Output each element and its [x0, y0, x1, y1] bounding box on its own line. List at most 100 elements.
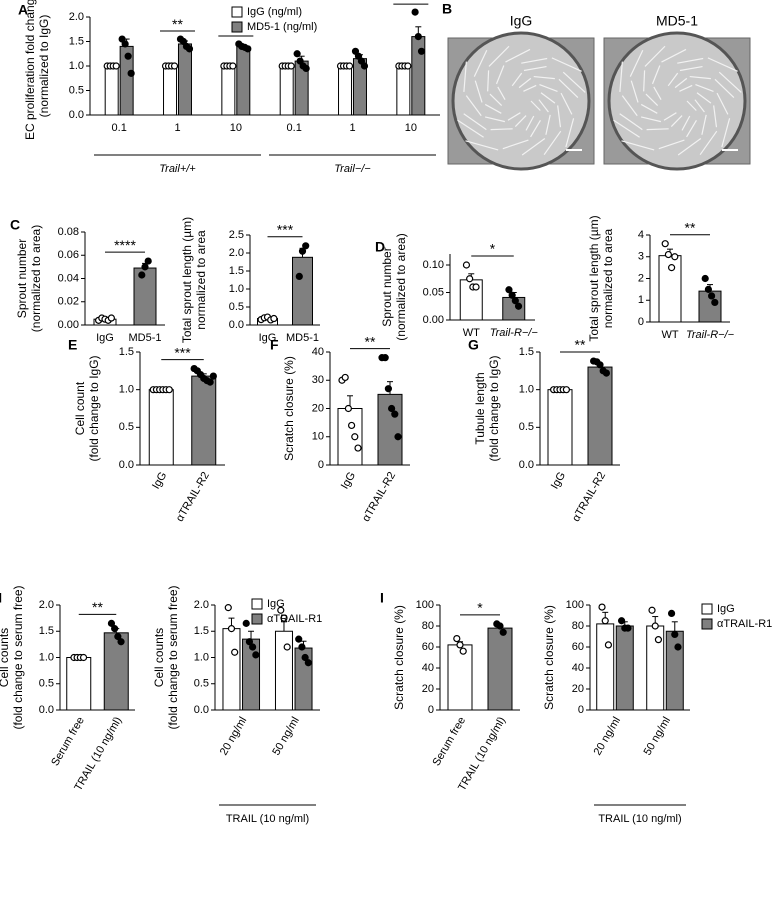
y-tick-label: 0.06	[58, 249, 79, 261]
significance-label: *	[477, 600, 483, 616]
sprout	[487, 70, 490, 92]
sprout	[695, 83, 714, 93]
y-axis-label: Tubule length	[473, 372, 487, 444]
y-tick-label: 1.5	[229, 265, 244, 277]
sprout	[540, 92, 556, 104]
y-tick-label: 80	[572, 620, 584, 632]
panel-label: H	[0, 590, 2, 606]
sprout	[661, 48, 687, 63]
data-point	[114, 632, 122, 641]
sprout	[716, 92, 729, 115]
y-tick-label: 0.0	[519, 459, 534, 471]
bar	[221, 65, 236, 116]
significance-label: ****	[114, 237, 136, 253]
sprout	[497, 86, 506, 100]
sprout	[507, 112, 521, 121]
x-tick-label: WT	[661, 329, 678, 341]
data-point	[648, 606, 656, 614]
y-tick-label: 1.5	[69, 35, 84, 47]
x-tick-label: MD5-1	[128, 332, 161, 344]
sprout	[619, 113, 643, 131]
y-tick-label: 2.0	[229, 247, 244, 259]
x-tick-label: IgG	[259, 332, 277, 344]
sprout	[465, 140, 499, 151]
y-axis-label: Total sprout length (µm)	[180, 217, 194, 343]
sprout	[713, 105, 718, 128]
y-tick-label: 1	[638, 294, 644, 306]
data-point	[206, 378, 214, 386]
sprout	[674, 77, 688, 89]
panel-label: C	[10, 217, 20, 233]
data-point	[404, 62, 412, 70]
sprout	[525, 115, 535, 131]
y-tick-label: 0.0	[119, 459, 134, 471]
x-tick-label: 1	[174, 122, 180, 134]
y-tick-label: 1.0	[194, 651, 209, 663]
sprout	[511, 72, 523, 87]
data-point	[505, 286, 513, 294]
x-tick-label: Trail-R−/−	[490, 327, 539, 339]
sprout	[699, 130, 718, 156]
data-point	[664, 250, 673, 259]
bar	[587, 366, 613, 466]
data-point	[144, 257, 152, 265]
bar	[177, 43, 192, 116]
data-point	[341, 373, 349, 382]
y-tick-label: 60	[422, 641, 434, 653]
sprout	[505, 48, 531, 63]
sprout	[560, 92, 573, 115]
data-point	[617, 617, 626, 625]
bar	[292, 256, 313, 326]
legend-label: αTRAIL-R1	[267, 613, 322, 625]
sprout	[689, 75, 711, 80]
data-point	[661, 240, 669, 248]
sprout	[521, 57, 548, 64]
data-point	[667, 264, 676, 272]
y-axis-label: (normalized to area)	[29, 225, 43, 332]
sprout	[562, 71, 586, 93]
sprout	[621, 140, 655, 151]
significance-label: ***	[277, 222, 294, 238]
y-tick-label: 0.00	[423, 314, 444, 326]
sprout	[679, 84, 693, 92]
sprout	[718, 71, 742, 93]
y-axis-label: (normalized to area)	[394, 233, 408, 340]
data-point	[674, 643, 682, 651]
significance-label: ***	[174, 344, 191, 360]
data-point	[391, 410, 399, 418]
data-point	[227, 625, 236, 633]
sprout	[694, 99, 705, 113]
data-point	[348, 421, 356, 430]
y-tick-label: 0.02	[58, 296, 79, 308]
bar	[447, 644, 473, 711]
panel-label: I	[380, 590, 384, 606]
group-label: Trail−/−	[334, 163, 371, 175]
y-tick-label: 1.0	[69, 60, 84, 72]
sprout	[670, 115, 683, 128]
data-point	[417, 47, 426, 55]
sprout	[543, 130, 562, 156]
data-point	[384, 385, 392, 393]
sprout	[465, 95, 482, 117]
data-point	[462, 261, 471, 269]
y-tick-label: 2.0	[194, 599, 209, 611]
x-tick-label: 20 ng/ml	[218, 715, 249, 758]
y-tick-label: 10	[312, 431, 324, 443]
sprout	[621, 95, 638, 117]
x-tick-label: 10	[230, 122, 242, 134]
data-point	[414, 32, 422, 41]
panel-label: E	[68, 337, 77, 353]
y-axis-label: normalized to area	[601, 228, 615, 328]
data-point	[121, 40, 129, 48]
sprout	[613, 119, 640, 138]
data-point	[496, 622, 504, 630]
panel-label: F	[270, 337, 279, 353]
legend-label: IgG	[717, 603, 735, 615]
sprout	[565, 118, 575, 148]
y-axis-label: Cell counts	[0, 628, 11, 687]
sprout	[463, 113, 487, 131]
well	[607, 31, 747, 171]
bar	[665, 630, 684, 711]
data-point	[295, 272, 303, 280]
